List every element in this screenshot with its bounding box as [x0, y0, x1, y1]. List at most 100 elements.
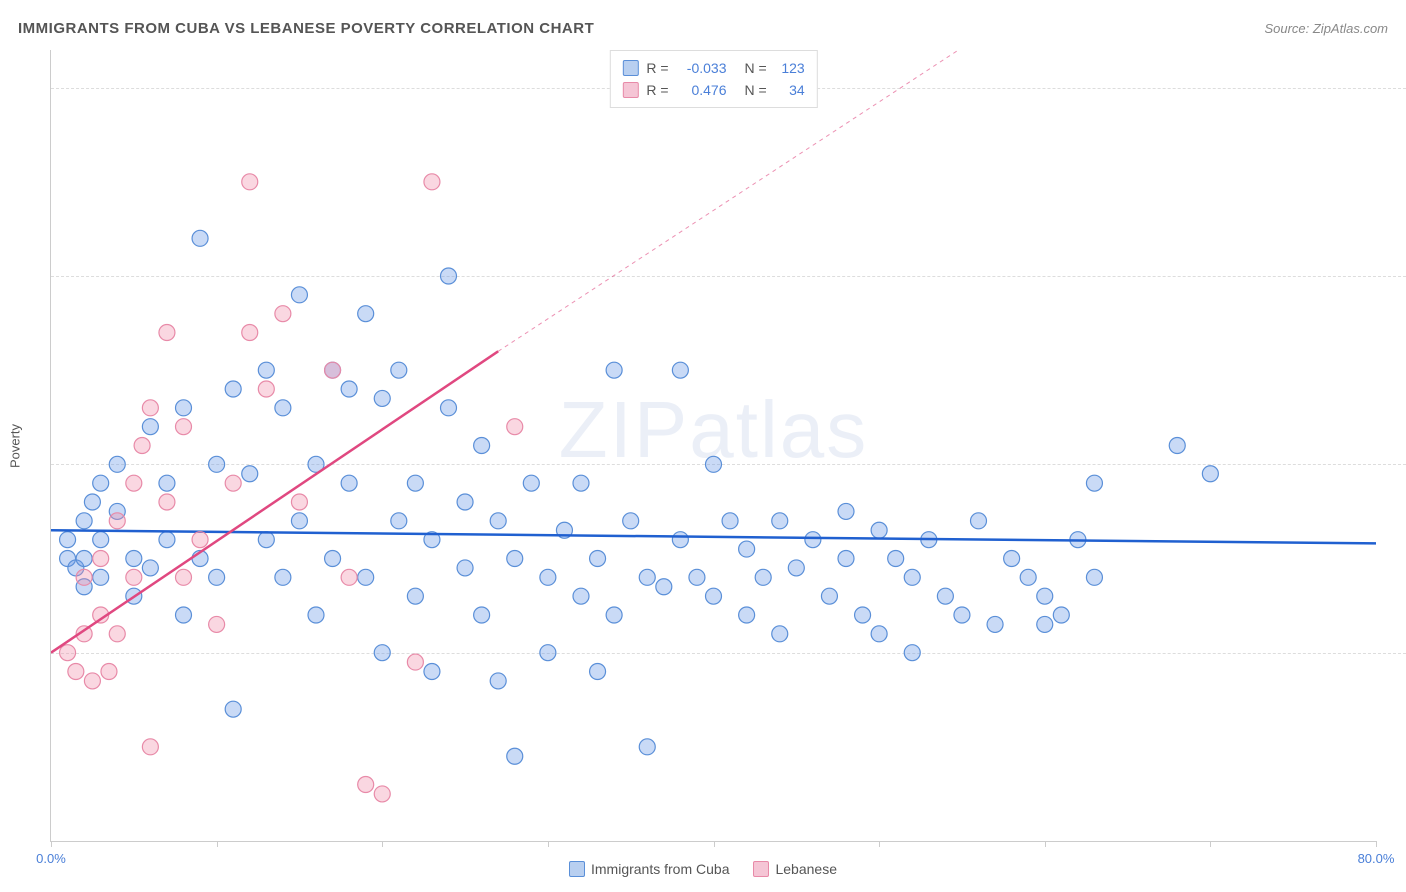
scatter-point [689, 569, 705, 585]
scatter-point [308, 607, 324, 623]
scatter-point [109, 626, 125, 642]
scatter-point [672, 362, 688, 378]
xtick [1210, 841, 1211, 847]
scatter-point [275, 306, 291, 322]
bottom-legend: Immigrants from Cuba Lebanese [569, 861, 837, 877]
scatter-point [101, 664, 117, 680]
scatter-point [142, 739, 158, 755]
scatter-point [441, 400, 457, 416]
scatter-point [971, 513, 987, 529]
scatter-point [739, 607, 755, 623]
scatter-point [325, 362, 341, 378]
xtick [548, 841, 549, 847]
scatter-point [225, 381, 241, 397]
scatter-point [507, 748, 523, 764]
scatter-point [457, 494, 473, 510]
trend-line [51, 530, 1376, 543]
scatter-point [821, 588, 837, 604]
scatter-point [1169, 438, 1185, 454]
scatter-point [341, 381, 357, 397]
scatter-point [490, 673, 506, 689]
scatter-point [358, 569, 374, 585]
scatter-point [209, 616, 225, 632]
scatter-point [706, 588, 722, 604]
chart-title: IMMIGRANTS FROM CUBA VS LEBANESE POVERTY… [18, 20, 594, 37]
scatter-point [523, 475, 539, 491]
scatter-point [1053, 607, 1069, 623]
scatter-point [540, 569, 556, 585]
scatter-point [242, 174, 258, 190]
scatter-point [739, 541, 755, 557]
scatter-point [590, 551, 606, 567]
scatter-point [275, 400, 291, 416]
xtick [382, 841, 383, 847]
scatter-point [1086, 475, 1102, 491]
scatter-plot-svg [51, 50, 1376, 841]
scatter-point [93, 569, 109, 585]
scatter-point [84, 673, 100, 689]
scatter-point [225, 475, 241, 491]
scatter-point [474, 607, 490, 623]
scatter-point [1086, 569, 1102, 585]
scatter-point [407, 588, 423, 604]
xtick [714, 841, 715, 847]
xtick [879, 841, 880, 847]
scatter-point [507, 551, 523, 567]
n-label: N = [745, 57, 767, 79]
scatter-point [142, 400, 158, 416]
scatter-point [904, 645, 920, 661]
scatter-point [159, 532, 175, 548]
scatter-point [1020, 569, 1036, 585]
scatter-point [1202, 466, 1218, 482]
scatter-point [374, 645, 390, 661]
scatter-point [134, 438, 150, 454]
scatter-point [176, 569, 192, 585]
scatter-point [424, 174, 440, 190]
scatter-point [60, 532, 76, 548]
scatter-point [176, 400, 192, 416]
stats-legend-box: R = -0.033 N = 123 R = 0.476 N = 34 [609, 50, 817, 108]
scatter-point [341, 569, 357, 585]
scatter-point [374, 390, 390, 406]
scatter-point [258, 362, 274, 378]
scatter-point [176, 419, 192, 435]
source-label: Source: ZipAtlas.com [1264, 21, 1388, 36]
scatter-point [490, 513, 506, 529]
legend-swatch-cuba [569, 861, 585, 877]
scatter-point [159, 475, 175, 491]
scatter-point [109, 513, 125, 529]
scatter-point [772, 626, 788, 642]
scatter-point [68, 664, 84, 680]
scatter-point [1037, 588, 1053, 604]
legend-swatch-lebanese [753, 861, 769, 877]
scatter-point [76, 551, 92, 567]
scatter-point [606, 607, 622, 623]
r-label: R = [646, 79, 668, 101]
scatter-point [142, 560, 158, 576]
scatter-point [788, 560, 804, 576]
xtick-label: 80.0% [1358, 851, 1395, 866]
scatter-point [126, 475, 142, 491]
xtick [1376, 841, 1377, 847]
scatter-point [84, 494, 100, 510]
scatter-point [225, 701, 241, 717]
scatter-point [126, 569, 142, 585]
scatter-point [291, 494, 307, 510]
legend-label-lebanese: Lebanese [775, 861, 837, 877]
legend-item-lebanese: Lebanese [753, 861, 837, 877]
scatter-point [1004, 551, 1020, 567]
scatter-point [987, 616, 1003, 632]
scatter-point [407, 475, 423, 491]
xtick [1045, 841, 1046, 847]
scatter-point [159, 494, 175, 510]
xtick [51, 841, 52, 847]
scatter-point [441, 268, 457, 284]
scatter-point [358, 306, 374, 322]
scatter-point [76, 513, 92, 529]
scatter-point [258, 381, 274, 397]
scatter-point [706, 456, 722, 472]
scatter-point [407, 654, 423, 670]
scatter-point [258, 532, 274, 548]
scatter-point [291, 513, 307, 529]
legend-label-cuba: Immigrants from Cuba [591, 861, 729, 877]
